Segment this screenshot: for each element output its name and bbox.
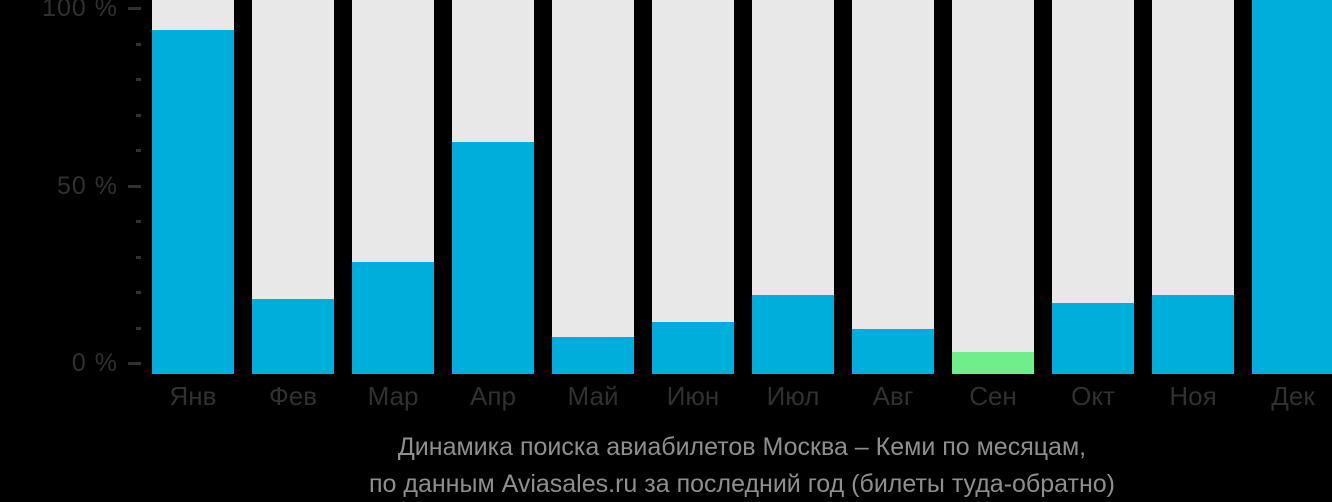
bar-track [552,0,634,374]
bar-column-Ноя [1152,0,1234,374]
plot-area [152,0,1332,374]
bar-track [652,0,734,374]
bar-fill [1152,295,1234,374]
y-axis-minor-tick [136,43,141,46]
y-axis-minor-tick [136,78,141,81]
x-axis-label-Июн: Июн [666,381,720,411]
x-axis-label-Дек: Дек [1271,381,1315,411]
y-axis-minor-tick [136,220,141,223]
bar-column-Янв [152,0,234,374]
bar-column-Дек [1252,0,1332,374]
y-axis-major-tick [128,362,141,365]
x-axis-label-Ноя: Ноя [1169,381,1217,411]
bar-fill [152,30,234,374]
bar-fill [1252,0,1332,374]
bar-fill [952,352,1034,374]
bar-fill [1052,303,1134,374]
x-axis-label-Авг: Авг [872,381,914,411]
bar-column-Июл [752,0,834,374]
y-axis-minor-tick [136,291,141,294]
y-axis-major-tick [128,7,141,10]
x-axis-label-Апр: Апр [470,381,516,411]
chart-caption: Динамика поиска авиабилетов Москва – Кем… [152,429,1332,502]
bar-column-Авг [852,0,934,374]
bar-fill [552,337,634,374]
x-axis-label-Сен: Сен [969,381,1017,411]
bar-fill [852,329,934,374]
y-axis-label: 100 % [42,0,118,22]
y-axis-minor-tick [136,149,141,152]
bar-column-Июн [652,0,734,374]
x-axis-label-Мар: Мар [367,381,419,411]
bar-column-Фев [252,0,334,374]
chart-subtitle: по данным Aviasales.ru за последний год … [369,470,1115,498]
x-axis-label-Май: Май [567,381,619,411]
y-axis-minor-tick [136,114,141,117]
x-axis-label-Фев: Фев [268,381,318,411]
bar-track [852,0,934,374]
bar-fill [352,262,434,374]
x-axis-label-Янв: Янв [169,381,217,411]
bar-column-Окт [1052,0,1134,374]
y-axis-label: 50 % [57,172,118,200]
bar-track [952,0,1034,374]
chart-title: Динамика поиска авиабилетов Москва – Кем… [397,433,1087,461]
bar-column-Мар [352,0,434,374]
x-axis-label-Июл: Июл [766,381,820,411]
y-axis-major-tick [128,185,141,188]
bar-column-Сен [952,0,1034,374]
bar-column-Апр [452,0,534,374]
x-axis-label-Окт: Окт [1071,381,1115,411]
y-axis-minor-tick [136,256,141,259]
y-axis-minor-tick [136,327,141,330]
bar-column-Май [552,0,634,374]
bar-fill [652,322,734,374]
bar-fill [252,299,334,374]
bar-fill [452,142,534,374]
y-axis-label: 0 % [71,349,118,377]
bar-fill [752,295,834,374]
